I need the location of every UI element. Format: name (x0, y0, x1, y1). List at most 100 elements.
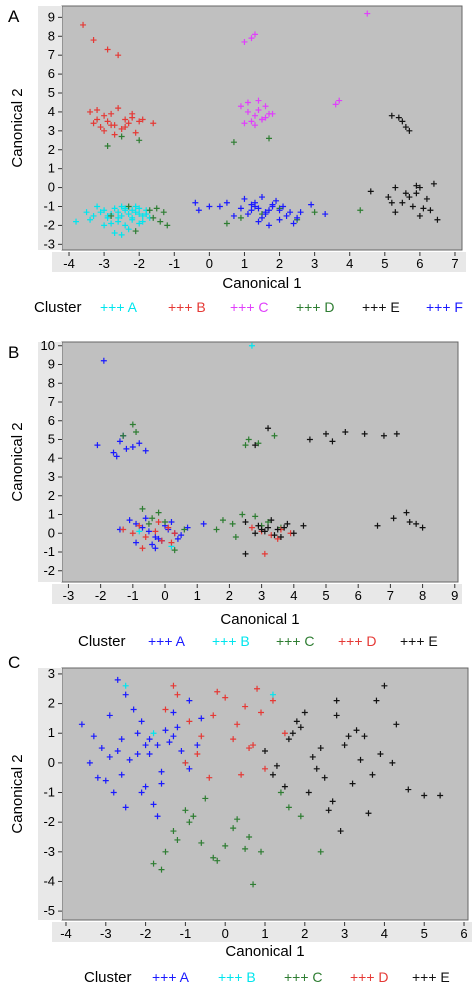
data-point (134, 750, 141, 757)
panel-a: A -3 -2 -1 0 1 2 3 4 5 6 7 8 9 -4 -3 -2 -1 0 1 2 3 4 5 6 7 Canonic… (8, 5, 466, 316)
data-point (329, 438, 336, 445)
legend-entry: +++ D (350, 969, 389, 985)
data-point (269, 697, 276, 704)
data-point (269, 771, 276, 778)
data-point (333, 712, 340, 719)
data-point (110, 449, 117, 456)
data-point (241, 38, 248, 45)
data-point (122, 682, 129, 689)
data-point (390, 515, 397, 522)
data-point (293, 718, 300, 725)
data-point (129, 421, 136, 428)
data-point (171, 530, 178, 537)
data-point (219, 517, 226, 524)
data-point (181, 526, 188, 533)
data-point (198, 715, 205, 722)
y-tick-label: -2 (43, 217, 55, 232)
data-point (138, 718, 145, 725)
data-point (393, 430, 400, 437)
data-point (369, 771, 376, 778)
data-point (388, 112, 395, 119)
legend-entry: +++ B (168, 299, 206, 315)
data-point (333, 697, 340, 704)
data-point (170, 709, 177, 716)
series-C (150, 789, 324, 888)
data-point (115, 214, 122, 221)
y-tick-label: 2 (48, 696, 55, 711)
data-point (104, 46, 111, 53)
data-point (301, 709, 308, 716)
data-point (223, 199, 230, 206)
data-point (406, 127, 413, 134)
x-tick-label: 3 (341, 926, 348, 941)
legend-entry: +++ A (148, 633, 186, 649)
data-point (239, 511, 246, 518)
data-point (80, 21, 87, 28)
data-point (102, 777, 109, 784)
data-point (405, 786, 412, 793)
data-point (171, 547, 178, 554)
panel-label: C (8, 653, 20, 672)
data-point (420, 205, 427, 212)
y-tick-label: 3 (48, 666, 55, 681)
x-tick-label: 0 (222, 926, 229, 941)
data-point (427, 207, 434, 214)
y-tick-label: 3 (48, 469, 55, 484)
data-point (108, 122, 115, 129)
x-axis-strip (52, 252, 466, 272)
data-point (194, 750, 201, 757)
data-point (237, 214, 244, 221)
data-point (329, 798, 336, 805)
data-point (132, 129, 139, 136)
data-point (146, 750, 153, 757)
x-tick-label: 3 (258, 588, 265, 603)
data-point (365, 810, 372, 817)
data-point (255, 205, 262, 212)
data-point (280, 203, 287, 210)
data-point (134, 730, 141, 737)
data-point (248, 118, 255, 125)
y-tick-label: 3 (48, 123, 55, 138)
x-tick-label: 1 (261, 926, 268, 941)
data-point (266, 135, 273, 142)
data-point (297, 209, 304, 216)
data-point (311, 209, 318, 216)
data-point (250, 742, 257, 749)
data-point (129, 444, 136, 450)
data-point (238, 771, 245, 778)
data-point (190, 813, 197, 820)
data-point (111, 131, 118, 138)
data-point (111, 205, 118, 212)
data-point (118, 771, 125, 778)
data-point (242, 845, 249, 852)
data-point (345, 733, 352, 740)
data-point (108, 212, 115, 219)
legend-title: Cluster (78, 633, 126, 650)
data-point (78, 721, 85, 728)
data-point (162, 727, 169, 734)
panel-label: A (8, 7, 20, 26)
x-tick-label: 2 (276, 256, 283, 271)
data-point (248, 524, 255, 531)
data-point (118, 736, 125, 743)
data-point (402, 124, 409, 131)
panel-c: C -5 -4 -3 -2 -1 0 1 2 3 -4 -3 -2 -1 0 1 2 3 4 5 6 Canonical … (8, 653, 472, 986)
data-point (198, 839, 205, 846)
data-point (132, 203, 139, 210)
data-point (242, 519, 249, 525)
data-point (230, 825, 237, 832)
data-point (122, 804, 129, 811)
y-tick-label: 7 (48, 47, 55, 62)
x-axis-title: Canonical 1 (220, 611, 299, 628)
data-point (297, 724, 304, 731)
data-point (216, 203, 223, 210)
data-point (336, 97, 343, 104)
data-point (170, 828, 177, 835)
data-point (406, 519, 413, 525)
data-point (184, 524, 191, 531)
data-point (313, 765, 320, 772)
data-point (381, 682, 388, 689)
data-point (98, 745, 105, 752)
data-point (168, 539, 175, 546)
data-point (139, 212, 146, 219)
